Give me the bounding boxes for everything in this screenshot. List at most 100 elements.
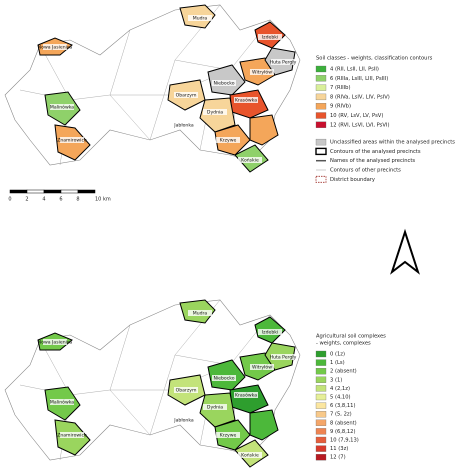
legend-swatch	[315, 368, 327, 375]
legend-swatch	[315, 376, 327, 383]
name-box	[250, 364, 274, 370]
scale-segment	[43, 189, 62, 194]
legend-swatch	[315, 84, 327, 91]
place-name: Izdebki	[262, 330, 278, 336]
place-name: Krasówka	[235, 97, 257, 104]
legend-label: 9 (RIVb)	[330, 104, 351, 110]
name-box	[203, 404, 227, 410]
name-box	[216, 432, 240, 438]
legend-swatch	[315, 75, 327, 82]
name-box	[203, 109, 227, 115]
place-name: Znamirowice	[57, 433, 87, 439]
name-box	[212, 375, 236, 381]
place-name: Huta Pergły	[270, 355, 297, 361]
legend-label: 5 (4,10)	[330, 395, 351, 401]
analysed-precinct	[249, 114, 279, 146]
legend-label: 9 (6,8,12)	[330, 429, 356, 435]
name-box	[271, 354, 295, 360]
place-name: Mudra	[193, 16, 208, 22]
legend-label: Contours of other precincts	[330, 168, 401, 174]
name-box	[60, 137, 84, 143]
name-box	[238, 452, 262, 458]
name-box	[172, 122, 196, 128]
legend-label: Names of the analysed precincts	[330, 158, 415, 164]
scale-bar: 0 2 4 6 8 10 km	[8, 189, 111, 203]
name-box	[174, 387, 198, 393]
legend-label: 2 (absent)	[330, 369, 357, 375]
legend-label: Contours of the analysed precincts	[330, 149, 421, 155]
legend-swatch	[315, 175, 327, 183]
name-box	[212, 80, 236, 86]
precinct-contour	[39, 29, 131, 101]
name-box	[258, 329, 282, 335]
legend-swatch	[315, 402, 327, 409]
place-name: Obarzym	[176, 93, 197, 99]
scale-label: 4	[42, 197, 45, 203]
scale-segment	[26, 189, 45, 194]
legend-label: 8 (absent)	[330, 420, 357, 426]
legend-label: 10 (RV, LsV, LV, PsV)	[330, 113, 383, 119]
place-name: Końskie	[241, 157, 259, 164]
place-name: Dydnia	[207, 405, 223, 411]
scale-label: 8	[76, 197, 79, 203]
scale-segment	[60, 189, 79, 194]
place-name: Znamirowice	[57, 138, 87, 144]
place-name: Jabłonka	[173, 123, 194, 129]
legend-label: 1 (Ls)	[330, 360, 345, 366]
name-box	[234, 392, 258, 398]
analysed-precinct	[229, 89, 269, 119]
name-box	[271, 59, 295, 65]
legend-label: 6 (3,8,11)	[330, 403, 356, 409]
scale-segment	[9, 189, 28, 194]
name-box	[250, 69, 274, 75]
analysed-precinct	[229, 384, 269, 414]
map: Nowa Jasienica Mudra Izdebki Huta Pergły Oba…	[4, 299, 301, 468]
scale-label: 0	[8, 197, 11, 203]
legend-swatch	[315, 65, 327, 73]
precinct-contour	[39, 324, 131, 396]
name-box	[188, 310, 212, 316]
place-name: Witryłów	[252, 364, 272, 371]
scale-segment	[77, 189, 96, 194]
legend-swatch	[315, 93, 327, 101]
legend-swatch	[315, 419, 327, 426]
precinct-contour	[109, 94, 151, 141]
place-name: Dydnia	[207, 110, 223, 116]
legend-label: 12 (7)	[330, 455, 346, 461]
map: Nowa Jasienica Mudra Izdebki Huta Pergły Oba…	[4, 4, 301, 173]
place-name: Mudra	[193, 311, 208, 317]
legend-label: 4 (RII, LsII, LII, PsII)	[330, 67, 379, 73]
legend-label: 8 (RIVa, LsIV, LIV, PsIV)	[330, 94, 390, 100]
legend-swatch	[315, 350, 327, 358]
legend-label: Unclassified areas within the analysed p…	[330, 140, 455, 146]
place-name: Nowa Jasienica	[38, 45, 73, 51]
place-name: Huta Pergły	[270, 60, 297, 66]
legend-title: - weights, complexes	[316, 341, 371, 347]
place-name: Krzywe	[220, 138, 237, 144]
name-box	[43, 339, 67, 345]
place-name: Krasówka	[235, 392, 257, 399]
legend-label: 10 (7,9,13)	[330, 438, 359, 444]
precinct-contour	[109, 389, 151, 436]
legend-label: 11 (3z)	[330, 446, 348, 452]
legend-swatch	[315, 454, 327, 461]
legend-title: Agricultural soil complexes	[316, 334, 386, 340]
place-name: Izdebki	[262, 35, 278, 41]
name-box	[234, 97, 258, 103]
scale-label: 2	[25, 197, 28, 203]
north-arrow	[390, 228, 420, 275]
name-box	[258, 34, 282, 40]
legend: Agricultural soil complexes- weights, co…	[315, 334, 386, 461]
legend-label: 4 (2,1z)	[330, 386, 350, 392]
legend-label: 3 (1)	[330, 377, 342, 383]
name-box	[188, 15, 212, 21]
analysed-precinct	[249, 409, 279, 441]
name-box	[216, 137, 240, 143]
legend-label: 7 (RIIIb)	[330, 85, 350, 91]
name-box	[50, 104, 74, 110]
legend-label: 12 (RVI, LsVI, LVI, PsVI)	[330, 122, 389, 128]
district-boundary	[4, 299, 301, 461]
legend-swatch	[315, 359, 327, 366]
place-name: Malinówka	[50, 104, 74, 111]
